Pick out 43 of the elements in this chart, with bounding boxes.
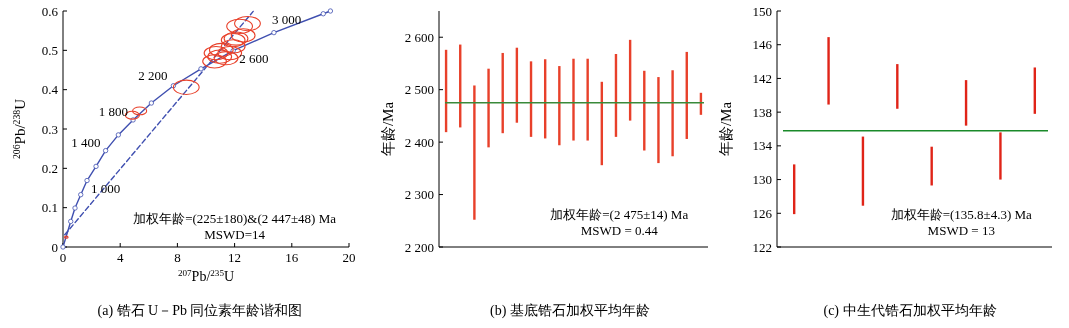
y-tick-label: 126 (752, 205, 773, 221)
y-tick-label: 2 200 (404, 239, 434, 255)
x-tick-label: 12 (228, 250, 242, 265)
y-tick-label: 0.5 (41, 42, 58, 58)
annotation: 3 000 (272, 11, 302, 27)
y-tick-label: 0.6 (41, 3, 59, 19)
x-tick-label: 4 (116, 250, 124, 265)
annotation: 加权年龄=(135.8±4.3) Ma (890, 207, 1033, 222)
text: (b) 基底锆石加权平均年龄 (490, 303, 650, 319)
annotation: 2 200 (138, 67, 168, 83)
y-tick-label: 134 (752, 138, 773, 154)
annotation: MSWD = 13 (927, 223, 995, 238)
y-tick-label: 0.4 (41, 82, 59, 98)
annotation: 加权年龄=(225±180)&(2 447±48) Ma (133, 211, 337, 227)
annotation: 1 400 (71, 134, 101, 150)
annotation: 加权年龄=(2 475±14) Ma (550, 207, 689, 222)
y-tick-label: 130 (752, 172, 772, 188)
y-tick-label: 0.2 (41, 160, 58, 176)
y-tick-label: 0 (51, 239, 58, 255)
y-tick-label: 0.3 (41, 121, 58, 137)
y-tick-label: 2 600 (404, 29, 434, 45)
y-tick-label: 146 (752, 37, 773, 53)
annotation: 1 000 (91, 180, 121, 196)
x-tick-label: 20 (342, 250, 356, 265)
y-tick-label: 138 (752, 104, 772, 120)
y-tick-label: 0.1 (41, 200, 58, 216)
text: (c) 中生代锆石加权平均年龄 (823, 303, 997, 319)
y-axis-title: 年龄/Ma (380, 101, 396, 157)
y-tick-label: 2 500 (404, 82, 434, 98)
y-tick-label: 150 (752, 3, 772, 19)
annotation: MSWD = 0.44 (580, 223, 659, 238)
y-tick-label: 2 300 (404, 187, 434, 203)
x-tick-label: 8 (174, 250, 181, 265)
y-tick-label: 142 (752, 70, 772, 86)
annotation: 1 800 (98, 103, 129, 119)
text: (a) 锆石 U－Pb 同位素年龄谐和图 (97, 303, 303, 319)
y-tick-label: 2 400 (404, 134, 434, 150)
y-axis-title: 年龄/Ma (718, 101, 734, 157)
x-axis-title: $^{207}$Pb/$^{235}$U (177, 268, 235, 284)
annotation: 2 600 (239, 50, 269, 66)
y-tick-label: 122 (752, 239, 772, 255)
annotation: MSWD=14 (204, 227, 266, 243)
x-tick-label: 16 (285, 250, 299, 265)
